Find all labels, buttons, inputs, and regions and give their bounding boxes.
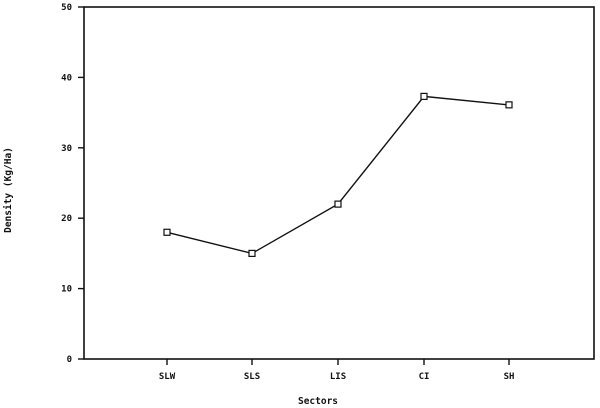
y-tick-label: 40 xyxy=(61,73,72,83)
data-point-marker xyxy=(163,228,171,236)
y-tick-label: 30 xyxy=(61,144,72,154)
data-point-marker xyxy=(334,200,342,208)
y-tick-label: 10 xyxy=(61,285,72,295)
y-tick-label: 20 xyxy=(61,214,72,224)
x-axis-title: Sectors xyxy=(298,396,338,407)
plot-frame xyxy=(83,6,595,360)
x-tick-label: SLW xyxy=(159,372,176,382)
x-axis-ticks: SLW SLS LIS CI SH xyxy=(159,359,515,382)
x-tick-label: SLS xyxy=(244,372,260,382)
y-tick-label: 0 xyxy=(67,355,72,365)
y-axis-title: Density (Kg/Ha) xyxy=(3,147,14,233)
data-point-marker xyxy=(420,92,428,101)
y-axis-ticks: 0 10 20 30 40 50 xyxy=(61,3,84,365)
data-series xyxy=(163,92,513,257)
chart-axes xyxy=(83,6,595,360)
y-tick-label: 50 xyxy=(61,3,72,13)
x-tick-label: SH xyxy=(504,372,515,382)
series-line xyxy=(166,95,510,255)
x-tick-label: LIS xyxy=(330,372,346,382)
x-tick-label: CI xyxy=(419,372,430,382)
data-point-marker xyxy=(248,249,256,257)
data-point-marker xyxy=(505,101,513,109)
